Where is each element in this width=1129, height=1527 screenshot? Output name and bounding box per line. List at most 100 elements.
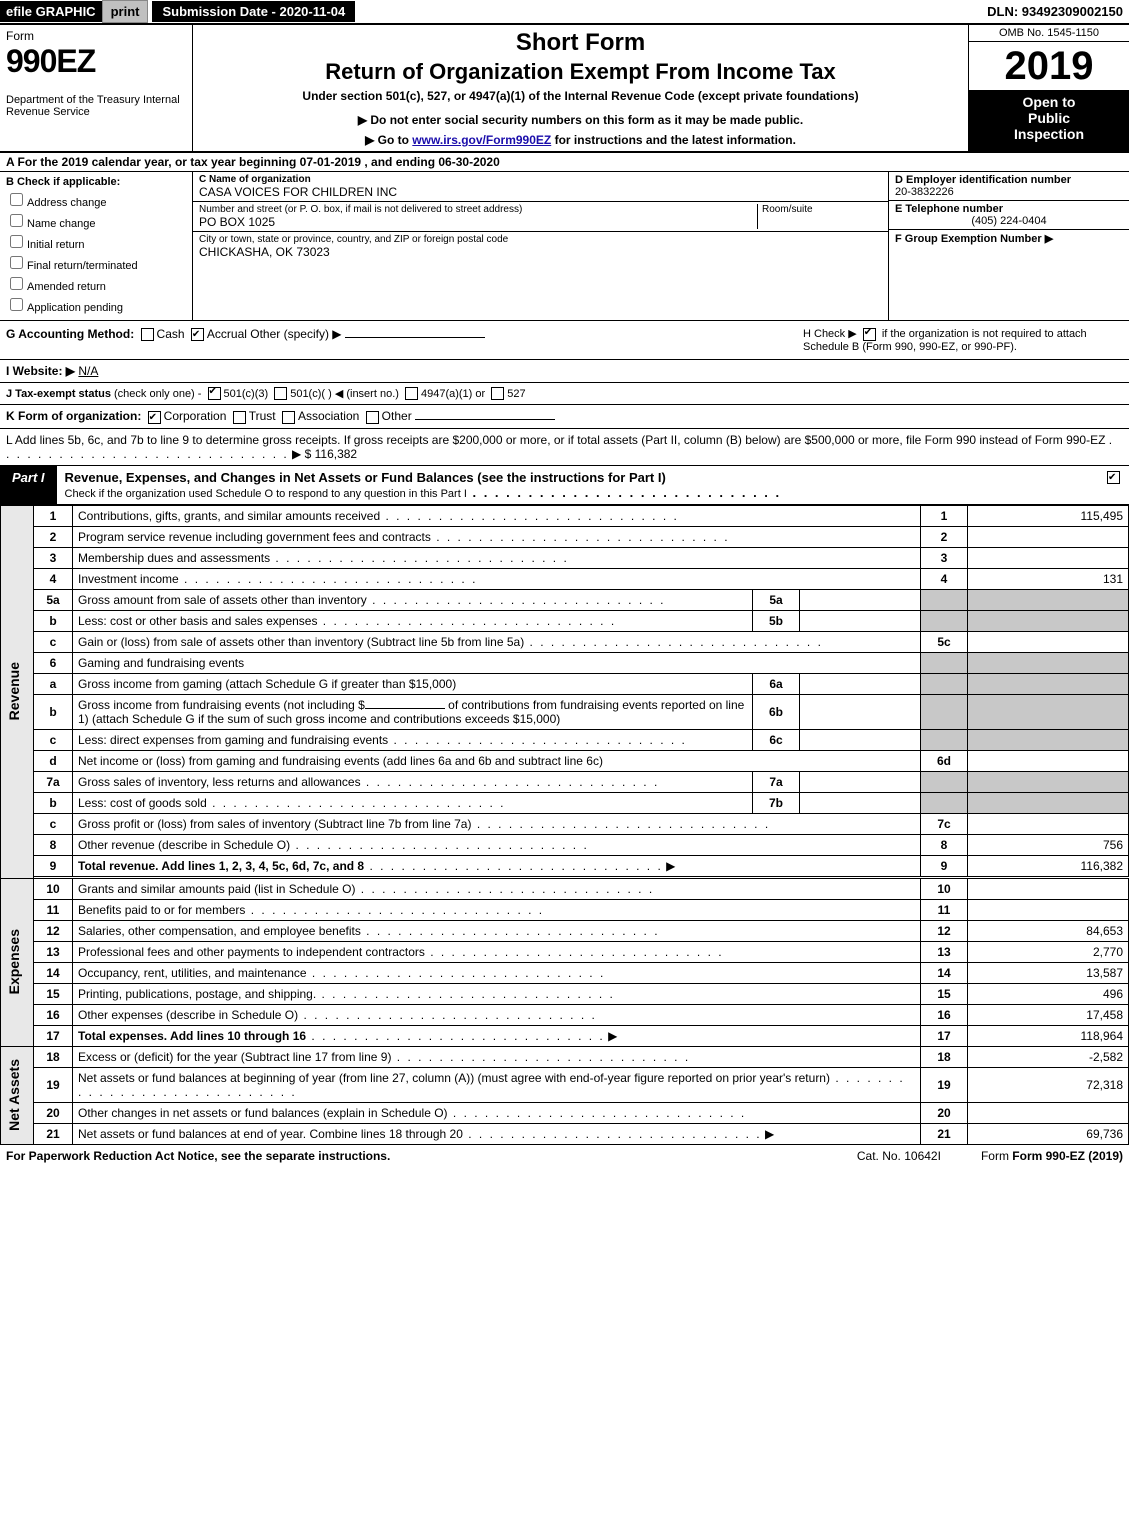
line-8: 8 Other revenue (describe in Schedule O)… [1,834,1129,855]
org-name-block: C Name of organization CASA VOICES FOR C… [193,172,888,202]
line-7c: c Gross profit or (loss) from sales of i… [1,813,1129,834]
addr-label: Number and street (or P. O. box, if mail… [199,204,757,215]
expenses-label: Expenses [6,929,22,994]
line-10: Expenses 10 Grants and similar amounts p… [1,878,1129,899]
amt-6d [968,750,1129,771]
amt-12: 84,653 [968,920,1129,941]
line-11: 11 Benefits paid to or for members 11 [1,899,1129,920]
chk-accrual[interactable] [191,328,204,341]
chk-application-pending[interactable]: Application pending [6,295,186,314]
amt-1: 115,495 [968,505,1129,526]
footer-left: For Paperwork Reduction Act Notice, see … [6,1149,817,1163]
header-center: Short Form Return of Organization Exempt… [193,25,968,151]
amt-20 [968,1102,1129,1123]
open-inspection: Open to Public Inspection [969,90,1129,151]
block-bcdef: B Check if applicable: Address change Na… [0,172,1129,321]
line-5c: c Gain or (loss) from sale of assets oth… [1,631,1129,652]
city-value: CHICKASHA, OK 73023 [199,245,882,259]
g-label: G Accounting Method: [6,327,134,341]
section-e: E Telephone number (405) 224-0404 [889,201,1129,230]
line-4: 4 Investment income 4 131 [1,568,1129,589]
e-label: E Telephone number [895,203,1123,215]
amt-21: 69,736 [968,1123,1129,1144]
line-5a: 5a Gross amount from sale of assets othe… [1,589,1129,610]
return-title: Return of Organization Exempt From Incom… [201,59,960,85]
j-note: (check only one) - [114,388,201,400]
line-6d: d Net income or (loss) from gaming and f… [1,750,1129,771]
amt-9: 116,382 [968,855,1129,876]
amt-16: 17,458 [968,1004,1129,1025]
i-label: I Website: ▶ [6,364,75,378]
address-value: PO BOX 1025 [199,215,757,229]
section-def: D Employer identification number 20-3832… [888,172,1129,320]
department-label: Department of the Treasury Internal Reve… [6,94,186,118]
header-right: OMB No. 1545-1150 2019 Open to Public In… [968,25,1129,151]
chk-corporation[interactable] [148,411,161,424]
c-label: C Name of organization [199,174,882,185]
room-suite: Room/suite [757,204,882,229]
tax-year: 2019 [969,42,1129,90]
city-block: City or town, state or province, country… [193,232,888,320]
chk-other-org[interactable] [366,411,379,424]
print-button[interactable]: print [102,0,149,23]
chk-initial-return[interactable]: Initial return [6,232,186,251]
chk-schedule-b[interactable] [863,328,876,341]
line-14: 14 Occupancy, rent, utilities, and maint… [1,962,1129,983]
chk-final-return[interactable]: Final return/terminated [6,253,186,272]
irs-link[interactable]: www.irs.gov/Form990EZ [412,133,551,147]
section-h: H Check ▶ if the organization is not req… [797,321,1129,359]
line-19: 19 Net assets or fund balances at beginn… [1,1067,1129,1102]
part-1-tab: Part I [0,466,57,504]
part-1-checkbox[interactable] [1098,466,1129,504]
chk-501c[interactable] [274,387,287,400]
ein-value: 20-3832226 [895,186,1123,198]
d-label: D Employer identification number [895,174,1123,186]
line-6c: c Less: direct expenses from gaming and … [1,729,1129,750]
section-g: G Accounting Method: Cash Accrual Other … [0,321,797,359]
amt-7c [968,813,1129,834]
amt-11 [968,899,1129,920]
chk-527[interactable] [491,387,504,400]
footer-right: Form Form 990-EZ (2019) [981,1149,1123,1163]
goto-pre: ▶ Go to [365,133,412,147]
phone-value: (405) 224-0404 [895,215,1123,227]
chk-501c3[interactable] [208,387,221,400]
chk-trust[interactable] [233,411,246,424]
org-name: CASA VOICES FOR CHILDREN INC [199,185,882,199]
page-footer: For Paperwork Reduction Act Notice, see … [0,1145,1129,1167]
section-b: B Check if applicable: Address change Na… [0,172,193,320]
section-i: I Website: ▶ N/A [0,360,1129,383]
header-left: Form 990EZ Department of the Treasury In… [0,25,193,151]
amt-2 [968,526,1129,547]
line-3: 3 Membership dues and assessments 3 [1,547,1129,568]
amt-4: 131 [968,568,1129,589]
ssn-warning: ▶ Do not enter social security numbers o… [201,113,960,127]
amt-19: 72,318 [968,1067,1129,1102]
line-15: 15 Printing, publications, postage, and … [1,983,1129,1004]
form-header: Form 990EZ Department of the Treasury In… [0,25,1129,153]
short-form-title: Short Form [201,29,960,57]
chk-association[interactable] [282,411,295,424]
form-word: Form [6,29,186,43]
goto-line: ▶ Go to www.irs.gov/Form990EZ for instru… [201,133,960,147]
line-20: 20 Other changes in net assets or fund b… [1,1102,1129,1123]
inspect-l3: Inspection [971,126,1127,142]
section-l: L Add lines 5b, 6c, and 7b to line 9 to … [0,429,1129,466]
omb-number: OMB No. 1545-1150 [969,25,1129,42]
part-1-table: Revenue 1 Contributions, gifts, grants, … [0,505,1129,1145]
chk-cash[interactable] [141,328,154,341]
section-j: J Tax-exempt status (check only one) - 5… [0,383,1129,406]
section-d: D Employer identification number 20-3832… [889,172,1129,201]
part-1-header: Part I Revenue, Expenses, and Changes in… [0,466,1129,505]
chk-4947[interactable] [405,387,418,400]
chk-name-change[interactable]: Name change [6,211,186,230]
line-9: 9 Total revenue. Add lines 1, 2, 3, 4, 5… [1,855,1129,876]
section-c: C Name of organization CASA VOICES FOR C… [193,172,888,320]
line-7a: 7a Gross sales of inventory, less return… [1,771,1129,792]
line-6a: a Gross income from gaming (attach Sched… [1,673,1129,694]
chk-address-change[interactable]: Address change [6,190,186,209]
chk-amended-return[interactable]: Amended return [6,274,186,293]
b-title: B Check if applicable: [6,176,186,188]
l-text: L Add lines 5b, 6c, and 7b to line 9 to … [6,433,1105,447]
goto-post: for instructions and the latest informat… [555,133,796,147]
